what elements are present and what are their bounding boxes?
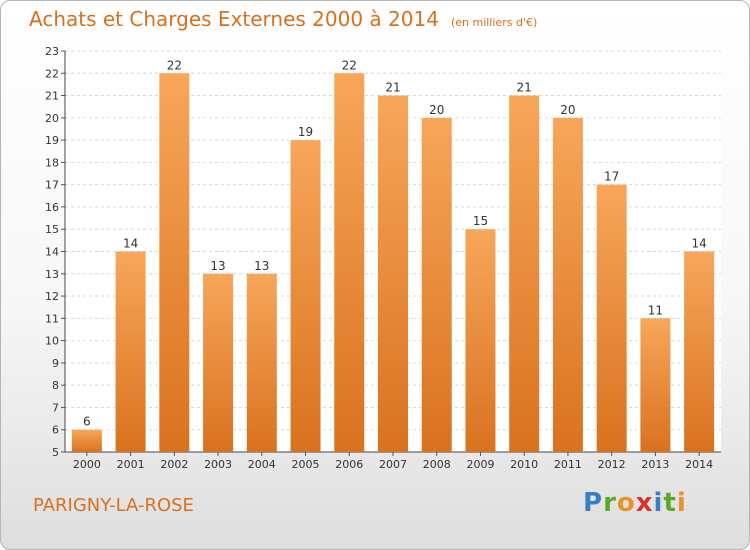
logo-letter-p: P	[583, 488, 604, 518]
bar	[684, 251, 715, 452]
bar	[421, 117, 452, 452]
logo-letter-o: o	[616, 488, 636, 518]
y-tick-label: 11	[45, 312, 59, 325]
y-tick-label: 18	[45, 156, 59, 169]
logo-letter-t: t	[663, 488, 677, 518]
x-tick-label: 2014	[685, 458, 713, 471]
commune-name: PARIGNY-LA-ROSE	[33, 495, 194, 516]
data-label: 15	[473, 214, 488, 228]
bar	[509, 95, 540, 453]
x-tick-label: 2012	[598, 458, 626, 471]
x-tick-label: 2001	[117, 458, 145, 471]
data-label: 17	[604, 170, 619, 184]
proxiti-logo: Proxiti	[583, 488, 687, 518]
x-tick-label: 2000	[73, 458, 101, 471]
data-label: 22	[167, 58, 182, 72]
bar	[203, 273, 234, 452]
x-tick-label: 2011	[554, 458, 582, 471]
bar	[71, 429, 102, 452]
data-label: 14	[123, 237, 138, 251]
chart-subtitle: (en milliers d'€)	[450, 16, 538, 29]
bar	[246, 273, 277, 452]
x-tick-label: 2003	[204, 458, 232, 471]
bar	[465, 229, 496, 452]
data-label: 20	[429, 103, 444, 117]
bar	[640, 318, 671, 452]
chart-title: Achats et Charges Externes 2000 à 2014	[29, 7, 439, 31]
data-label: 13	[254, 259, 269, 273]
x-tick-label: 2008	[423, 458, 451, 471]
y-tick-label: 16	[45, 201, 59, 214]
data-label: 22	[342, 58, 357, 72]
y-tick-label: 7	[52, 401, 59, 414]
data-label: 13	[210, 259, 225, 273]
y-tick-label: 21	[45, 90, 59, 103]
bar	[115, 251, 146, 452]
logo-letter-i2: i	[676, 488, 687, 518]
y-tick-label: 9	[52, 357, 59, 370]
y-tick-label: 17	[45, 179, 59, 192]
data-label: 21	[517, 81, 532, 95]
y-tick-label: 8	[52, 379, 59, 392]
logo-letter-r: r	[603, 488, 617, 518]
data-label: 19	[298, 125, 313, 139]
y-tick-label: 22	[45, 67, 59, 80]
data-label: 21	[385, 81, 400, 95]
y-tick-label: 13	[45, 268, 59, 281]
bar	[159, 73, 190, 453]
x-tick-label: 2013	[641, 458, 669, 471]
y-tick-label: 19	[45, 134, 59, 147]
x-tick-label: 2009	[466, 458, 494, 471]
y-tick-label: 6	[52, 424, 59, 437]
bar	[596, 184, 627, 452]
y-tick-label: 10	[45, 335, 59, 348]
x-tick-label: 2002	[160, 458, 188, 471]
logo-letter-x: x	[635, 488, 654, 518]
x-tick-label: 2005	[292, 458, 320, 471]
y-tick-label: 5	[52, 446, 59, 459]
data-label: 6	[83, 415, 91, 429]
y-tick-label: 12	[45, 290, 59, 303]
bar	[290, 140, 321, 452]
y-tick-label: 15	[45, 223, 59, 236]
x-tick-label: 2010	[510, 458, 538, 471]
data-label: 11	[648, 303, 663, 317]
x-tick-label: 2004	[248, 458, 276, 471]
x-tick-label: 2007	[379, 458, 407, 471]
y-tick-label: 14	[45, 246, 59, 259]
bar	[334, 73, 365, 453]
data-label: 14	[691, 237, 706, 251]
data-label: 20	[560, 103, 575, 117]
bar	[552, 117, 583, 452]
bar	[378, 95, 408, 453]
title-bar: Achats et Charges Externes 2000 à 2014 (…	[29, 7, 537, 31]
logo-letter-i1: i	[653, 488, 664, 518]
y-tick-label: 23	[45, 45, 59, 58]
y-tick-label: 20	[45, 112, 59, 125]
x-tick-label: 2006	[335, 458, 363, 471]
